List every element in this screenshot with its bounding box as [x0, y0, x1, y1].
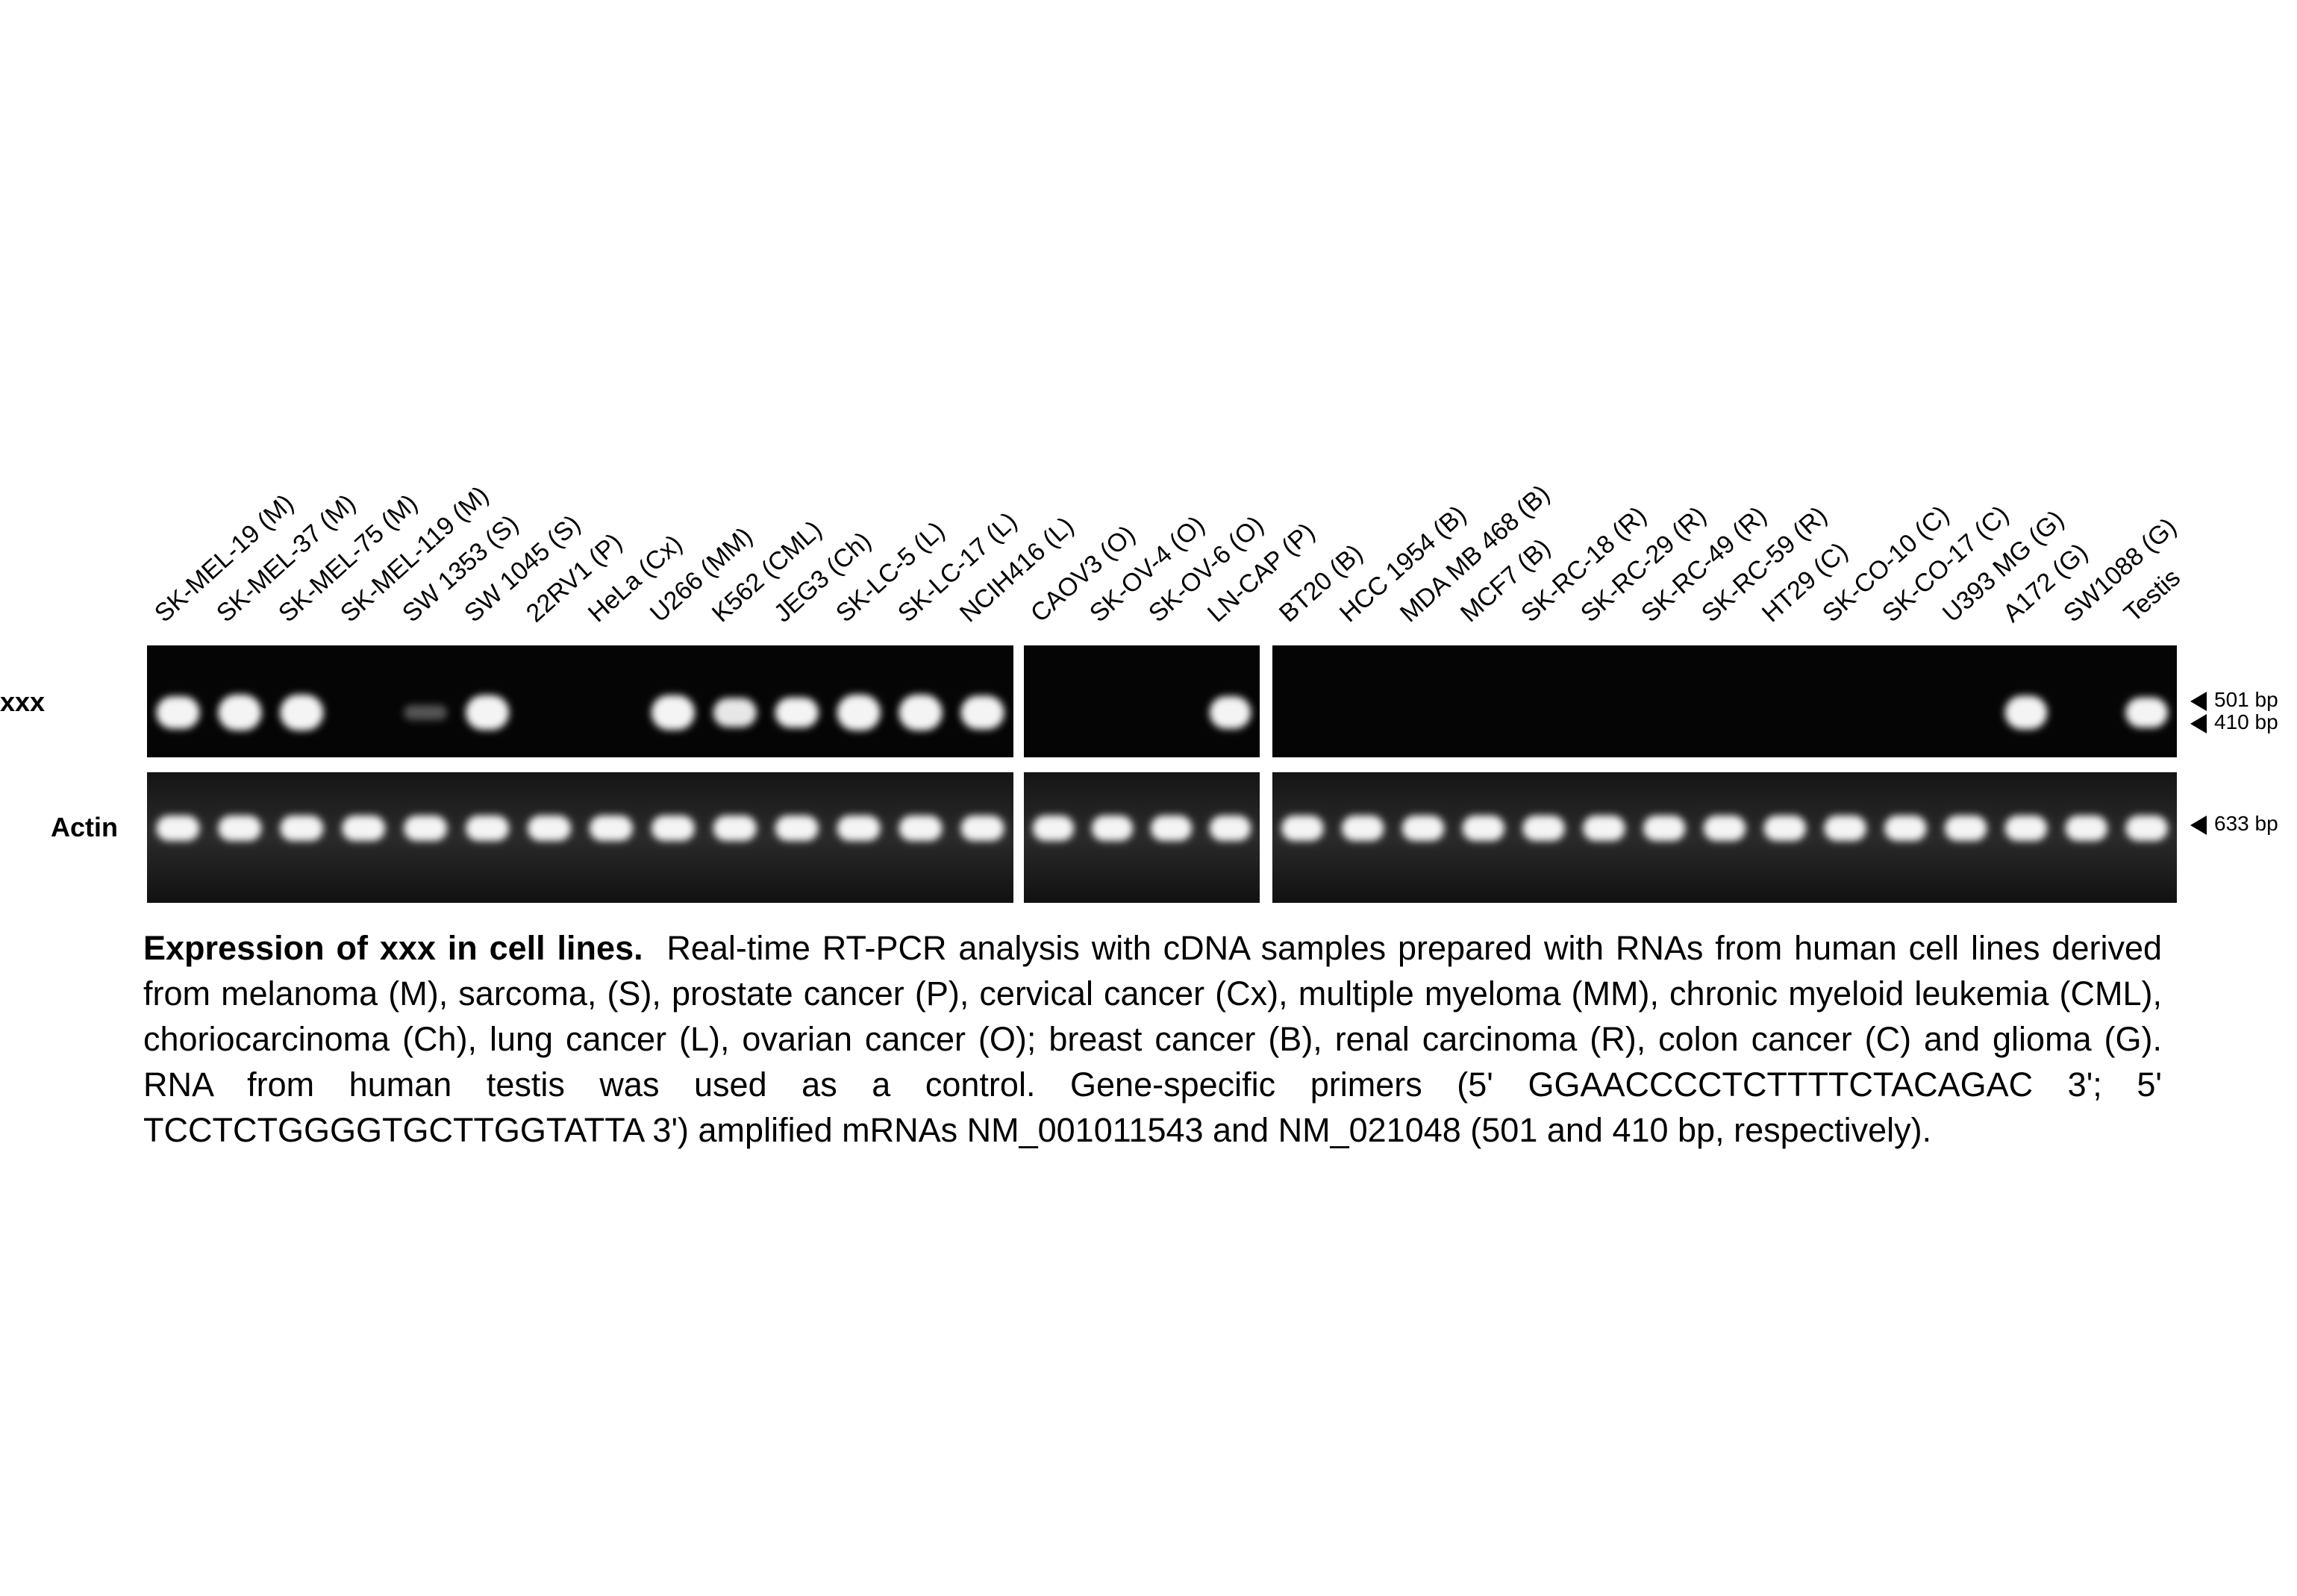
actin-band — [2065, 816, 2108, 841]
actin-band — [1884, 816, 1927, 841]
xxx-band — [2125, 697, 2168, 728]
marker-arrow-icon — [2190, 713, 2207, 733]
actin-band — [589, 816, 633, 841]
caption-body: Real-time RT-PCR analysis with cDNA samp… — [143, 929, 2163, 1149]
figure-caption: Expression of xxx in cell lines. Real-ti… — [143, 925, 2162, 1153]
actin-band — [2004, 816, 2048, 841]
xxx-band — [713, 698, 757, 727]
xxx-band — [466, 695, 510, 730]
actin-band — [837, 816, 881, 841]
actin-band — [1281, 816, 1324, 841]
marker-arrow-icon — [2190, 815, 2207, 835]
actin-band — [1703, 816, 1746, 841]
xxx-band — [2004, 695, 2048, 730]
actin-band — [404, 816, 448, 841]
actin-band — [775, 816, 819, 841]
marker-633bp: 633 bp — [2190, 812, 2278, 836]
gel-panel-1-top — [147, 645, 1013, 757]
xxx-band — [280, 695, 324, 730]
actin-band — [528, 816, 572, 841]
actin-band — [342, 816, 386, 841]
row-label-actin: Actin — [51, 812, 118, 842]
row-label-xxx: xxx — [0, 686, 46, 717]
actin-band — [280, 816, 324, 841]
actin-band — [218, 816, 262, 841]
actin-band — [1462, 816, 1505, 841]
xxx-band — [837, 695, 881, 730]
gel-images — [147, 645, 2177, 903]
actin-band — [1522, 816, 1565, 841]
marker-arrow-icon — [2190, 691, 2207, 711]
actin-band — [899, 816, 943, 841]
actin-band — [156, 816, 200, 841]
xxx-band — [899, 695, 943, 730]
xxx-band — [1209, 696, 1251, 729]
xxx-band — [156, 696, 200, 729]
actin-band — [1401, 816, 1445, 841]
marker-501bp: 501 bp — [2190, 688, 2278, 712]
marker-410bp: 410 bp — [2190, 710, 2278, 734]
actin-band — [1583, 816, 1625, 841]
actin-band — [1341, 816, 1384, 841]
caption-title: Expression of xxx in cell lines. — [143, 929, 643, 967]
actin-band — [2125, 816, 2168, 841]
actin-band — [1209, 816, 1251, 841]
actin-band — [1643, 816, 1686, 841]
xxx-band — [218, 695, 262, 730]
gel-figure: SK-MEL-19 (M) SK-MEL-37 (M) SK-MEL-75 (M) S… — [0, 480, 2278, 903]
actin-band — [1763, 816, 1807, 841]
actin-band — [1824, 816, 1866, 841]
xxx-band — [775, 697, 819, 728]
xxx-band — [960, 695, 1004, 730]
gel-panel-1-bottom — [147, 772, 1013, 903]
actin-band — [960, 816, 1004, 841]
xxx-band — [651, 695, 695, 730]
actin-band — [713, 816, 757, 841]
actin-band — [466, 816, 510, 841]
xxx-band — [404, 704, 448, 721]
actin-band — [1944, 816, 1987, 841]
actin-band — [1150, 816, 1193, 841]
actin-band — [651, 816, 695, 841]
actin-band — [1091, 816, 1134, 841]
actin-band — [1032, 816, 1075, 841]
